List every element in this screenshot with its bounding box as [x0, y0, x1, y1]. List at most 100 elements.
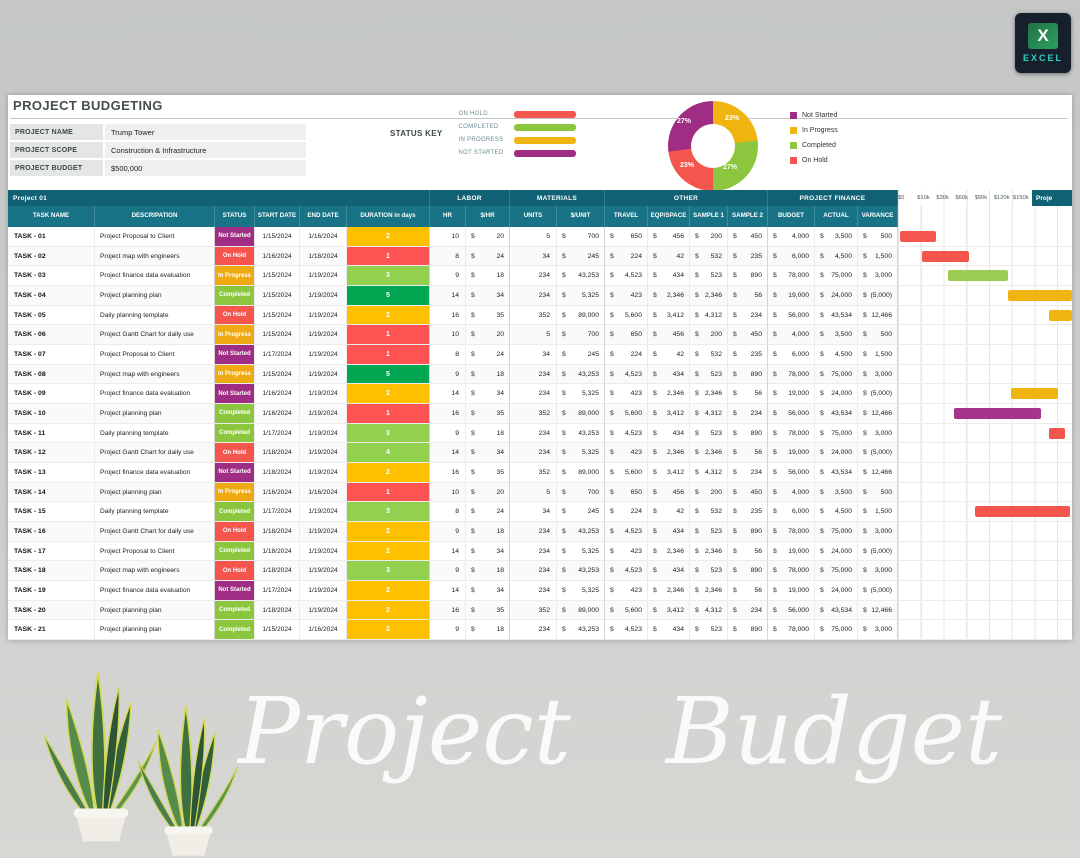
description-cell[interactable]: Project planning plan	[95, 404, 215, 424]
rate-per-hr-cell[interactable]: $35	[466, 600, 510, 621]
status-badge[interactable]: On Hold	[215, 561, 254, 581]
rate-per-hr-cell[interactable]: $34	[466, 541, 510, 562]
status-badge[interactable]: Completed	[215, 620, 254, 640]
variance-cell[interactable]: $ (5,000)	[858, 581, 898, 601]
travel-cell[interactable]: $4,523	[605, 561, 648, 582]
eqp-space-cell[interactable]: $42	[648, 246, 690, 267]
units-cell[interactable]: 34	[510, 345, 557, 365]
sample2-cell[interactable]: $234	[728, 463, 768, 483]
travel-cell[interactable]: $423	[605, 443, 648, 464]
units-cell[interactable]: 234	[510, 581, 557, 601]
status-badge[interactable]: Not Started	[215, 581, 254, 600]
eqp-space-cell[interactable]: $3,412	[648, 404, 690, 424]
hr-cell[interactable]: 14	[430, 384, 466, 405]
units-cell[interactable]: 234	[510, 541, 557, 562]
status-cell[interactable]: Completed	[215, 502, 255, 523]
eqp-space-cell[interactable]: $2,346	[648, 384, 690, 405]
sample1-cell[interactable]: $4,312	[690, 600, 728, 621]
rate-per-hr-cell[interactable]: $34	[466, 581, 510, 601]
project-info-value[interactable]: Trump Tower	[105, 124, 306, 140]
status-badge[interactable]: On Hold	[215, 522, 254, 541]
duration-cell[interactable]: 2	[347, 541, 430, 562]
end-date-cell[interactable]: 1/19/2024	[300, 443, 347, 464]
sample1-cell[interactable]: $523	[690, 266, 728, 287]
eqp-space-cell[interactable]: $434	[648, 522, 690, 542]
variance-cell[interactable]: $12,466	[858, 600, 898, 621]
sample2-cell[interactable]: $890	[728, 620, 768, 641]
rate-per-unit-cell[interactable]: $700	[557, 325, 605, 346]
status-badge[interactable]: Not Started	[215, 227, 254, 246]
rate-per-unit-cell[interactable]: $43,253	[557, 620, 605, 641]
task-cell[interactable]: TASK - 17	[8, 541, 95, 562]
start-date-cell[interactable]: 1/18/2024	[255, 541, 300, 562]
sample2-cell[interactable]: $890	[728, 522, 768, 542]
actual-cell[interactable]: $75,000	[815, 620, 858, 641]
hr-cell[interactable]: 16	[430, 404, 466, 424]
travel-cell[interactable]: $224	[605, 246, 648, 267]
start-date-cell[interactable]: 1/15/2024	[255, 266, 300, 287]
gantt-bar[interactable]	[899, 231, 937, 242]
units-cell[interactable]: 234	[510, 620, 557, 641]
task-cell[interactable]: TASK - 11	[8, 423, 95, 444]
budget-cell[interactable]: $19,000	[768, 443, 815, 464]
duration-cell[interactable]: 5	[347, 364, 430, 385]
start-date-cell[interactable]: 1/18/2024	[255, 561, 300, 582]
units-cell[interactable]: 352	[510, 404, 557, 424]
eqp-space-cell[interactable]: $42	[648, 345, 690, 365]
hr-cell[interactable]: 9	[430, 364, 466, 385]
budget-cell[interactable]: $4,000	[768, 227, 815, 247]
gantt-cell[interactable]	[898, 620, 1072, 641]
budget-cell[interactable]: $6,000	[768, 502, 815, 523]
rate-per-unit-cell[interactable]: $700	[557, 482, 605, 503]
end-date-cell[interactable]: 1/19/2024	[300, 502, 347, 523]
travel-cell[interactable]: $224	[605, 502, 648, 523]
sample2-cell[interactable]: $234	[728, 404, 768, 424]
actual-cell[interactable]: $24,000	[815, 286, 858, 306]
status-cell[interactable]: On Hold	[215, 246, 255, 267]
start-date-cell[interactable]: 1/18/2024	[255, 463, 300, 483]
budget-cell[interactable]: $78,000	[768, 522, 815, 542]
status-badge[interactable]: Completed	[215, 502, 254, 522]
rate-per-hr-cell[interactable]: $20	[466, 325, 510, 346]
eqp-space-cell[interactable]: $456	[648, 325, 690, 346]
sample1-cell[interactable]: $200	[690, 325, 728, 346]
end-date-cell[interactable]: 1/16/2024	[300, 482, 347, 503]
travel-cell[interactable]: $5,600	[605, 404, 648, 424]
sample1-cell[interactable]: $2,346	[690, 541, 728, 562]
units-cell[interactable]: 234	[510, 286, 557, 306]
end-date-cell[interactable]: 1/19/2024	[300, 541, 347, 562]
sample1-cell[interactable]: $2,346	[690, 443, 728, 464]
start-date-cell[interactable]: 1/16/2024	[255, 482, 300, 503]
status-cell[interactable]: Not Started	[215, 384, 255, 405]
actual-cell[interactable]: $75,000	[815, 266, 858, 287]
sample2-cell[interactable]: $450	[728, 482, 768, 503]
actual-cell[interactable]: $4,500	[815, 502, 858, 523]
rate-per-unit-cell[interactable]: $5,325	[557, 286, 605, 306]
variance-cell[interactable]: $12,466	[858, 404, 898, 424]
variance-cell[interactable]: $500	[858, 227, 898, 247]
sample1-cell[interactable]: $4,312	[690, 463, 728, 483]
task-cell[interactable]: TASK - 05	[8, 305, 95, 326]
duration-cell[interactable]: 3	[347, 561, 430, 582]
gantt-bar[interactable]	[1049, 309, 1072, 321]
description-cell[interactable]: Project Proposal to Client	[95, 345, 215, 365]
travel-cell[interactable]: $5,600	[605, 305, 648, 326]
status-cell[interactable]: In Progress	[215, 482, 255, 503]
travel-cell[interactable]: $650	[605, 482, 648, 503]
budget-cell[interactable]: $78,000	[768, 620, 815, 641]
actual-cell[interactable]: $24,000	[815, 384, 858, 405]
budget-cell[interactable]: $78,000	[768, 266, 815, 287]
hr-cell[interactable]: 16	[430, 305, 466, 326]
gantt-cell[interactable]	[898, 325, 1072, 346]
status-cell[interactable]: Not Started	[215, 463, 255, 483]
start-date-cell[interactable]: 1/17/2024	[255, 581, 300, 601]
budget-cell[interactable]: $78,000	[768, 364, 815, 385]
variance-cell[interactable]: $3,000	[858, 522, 898, 542]
sample1-cell[interactable]: $2,346	[690, 286, 728, 306]
units-cell[interactable]: 234	[510, 384, 557, 405]
description-cell[interactable]: Project map with engineers	[95, 561, 215, 582]
rate-per-unit-cell[interactable]: $5,325	[557, 541, 605, 562]
task-cell[interactable]: TASK - 16	[8, 522, 95, 542]
actual-cell[interactable]: $3,500	[815, 325, 858, 346]
start-date-cell[interactable]: 1/16/2024	[255, 246, 300, 267]
